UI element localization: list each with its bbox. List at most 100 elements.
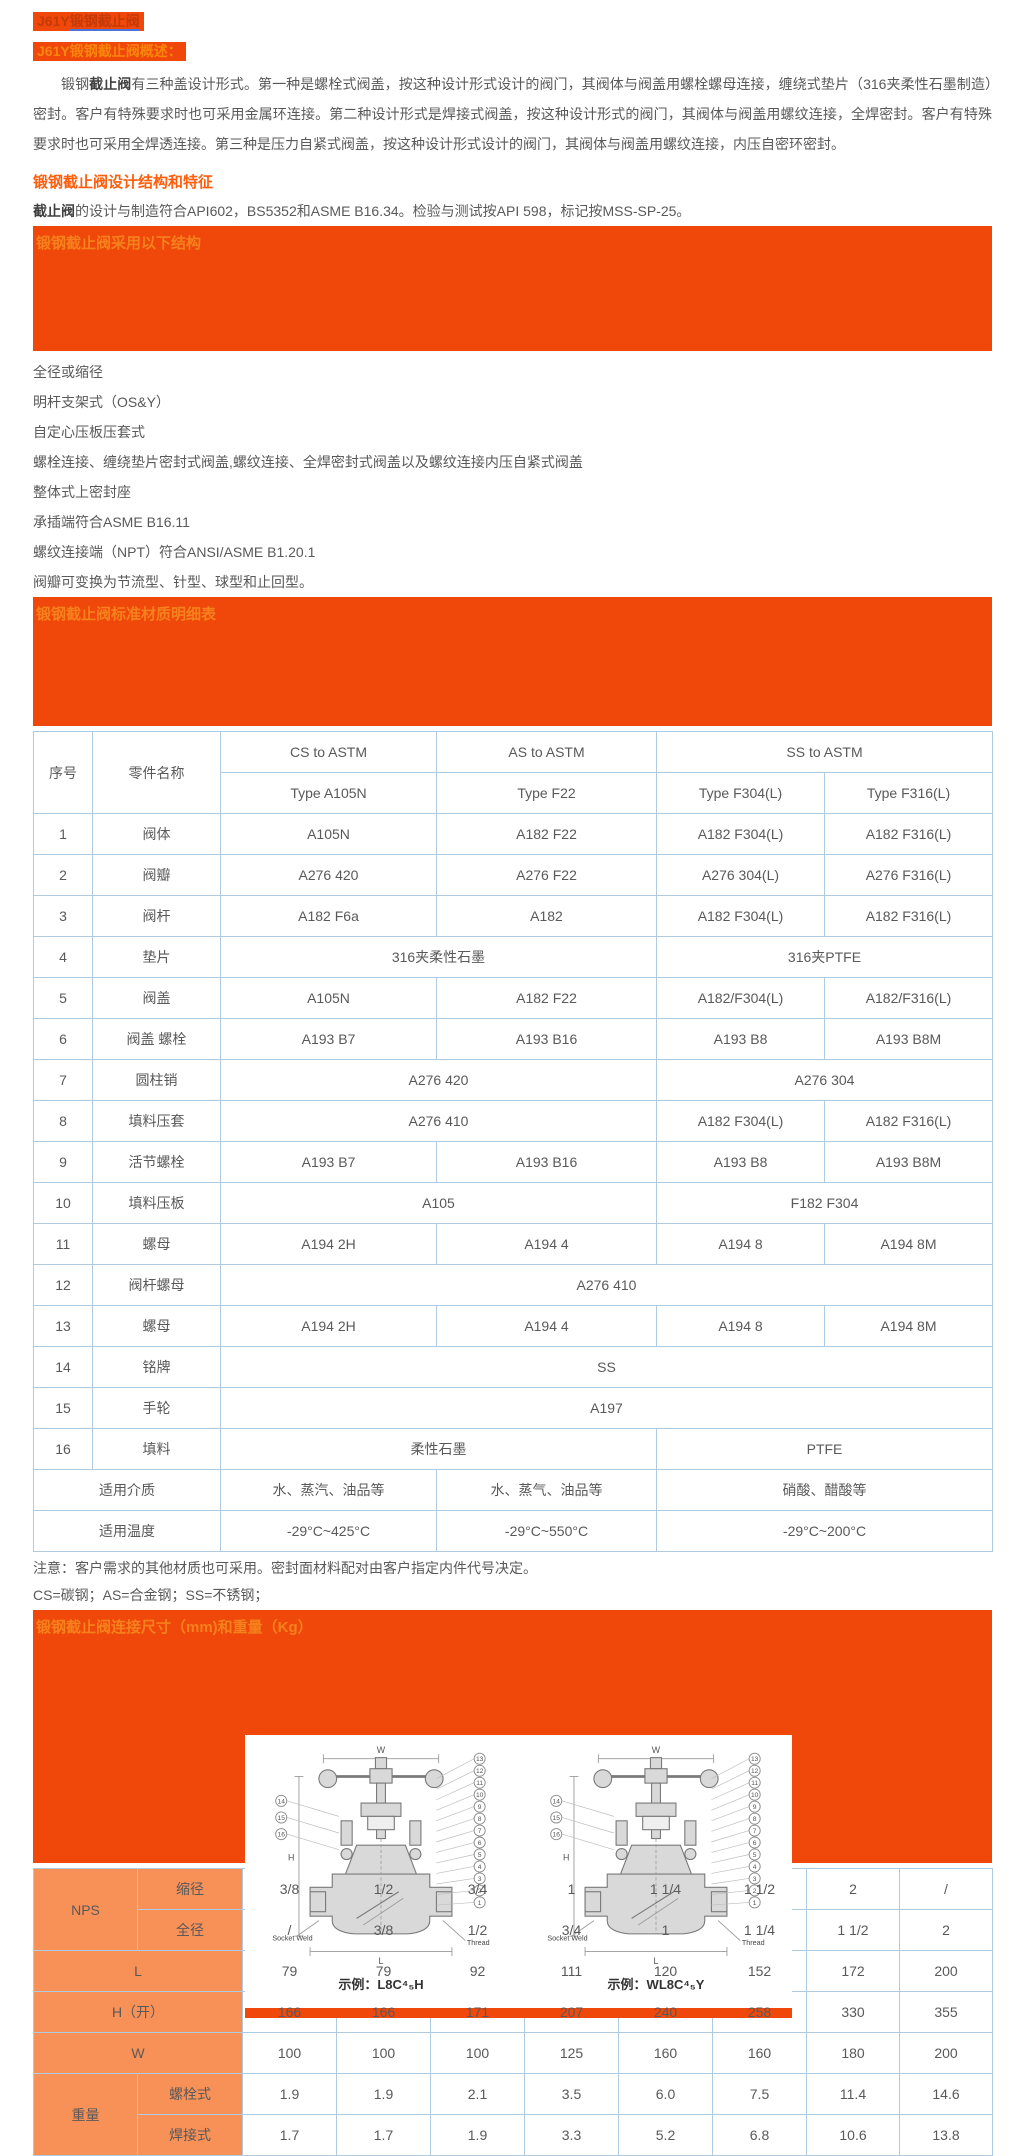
- table-cell: A182 F316(L): [824, 813, 993, 855]
- cell-text: 10.6: [839, 2127, 867, 2143]
- cell-text: A194 8M: [880, 1236, 937, 1252]
- callout-numbers-right: 13 12 11 10 9 8 7 6 5 4 3 2 1: [436, 1752, 486, 1909]
- table-row: 2 阀瓣 A276 420 A276 F22 A276 304(L) A276 F316(…: [33, 854, 993, 896]
- table-cell: A276 304(L): [656, 854, 825, 896]
- table-row: 8 填料压套 A276 410 A182 F304(L) A182 F316(L): [33, 1100, 993, 1142]
- cell-text: A105: [422, 1195, 455, 1211]
- cell-text: -29°C~425°C: [286, 1523, 371, 1539]
- banner-materials: 锻钢截止阀标准材质明细表: [33, 597, 992, 726]
- cell-text: 1.7: [279, 2127, 300, 2143]
- svg-text:6: 6: [753, 1840, 757, 1847]
- callout-numbers-left: 14 15 16: [275, 1794, 339, 1850]
- intro-lead: 锻钢: [61, 76, 90, 92]
- table-cell: A193 B8: [656, 1141, 825, 1183]
- table-cell: 100: [242, 2032, 337, 2074]
- table-cell: 填料: [92, 1428, 221, 1470]
- feature-item: 阀瓣可变换为节流型、针型、球型和止回型。: [33, 574, 313, 590]
- cell-text: 圆柱销: [135, 1072, 178, 1088]
- cell-text: A182 F22: [516, 990, 577, 1006]
- table-cell: A194 8M: [824, 1223, 993, 1265]
- table-cell: 硝酸、醋酸等: [656, 1469, 993, 1511]
- cell-text: H（开）: [111, 2004, 165, 2020]
- svg-text:12: 12: [476, 1768, 484, 1775]
- table-cell: F182 F304: [656, 1182, 993, 1224]
- materials-table: 序号 零件名称 CS to ASTM AS to ASTM SS to ASTM Type…: [33, 731, 993, 1552]
- row-header-cell: 重量: [33, 2073, 138, 2156]
- svg-text:9: 9: [753, 1804, 757, 1811]
- cell-text: 重量: [71, 2106, 100, 2123]
- row-header-cell: H（开）: [33, 1991, 243, 2033]
- table-cell: A182 F22: [436, 813, 657, 855]
- cell-text: 316夹PTFE: [787, 949, 862, 965]
- cell-text: 5.2: [655, 2127, 676, 2143]
- intro-paragraph: 锻钢截止阀有三种盖设计形式。第一种是螺栓式阀盖，按这种设计形式设计的阀门，其阀体…: [33, 69, 992, 159]
- table-row: 重量 螺栓式 1.9 1.9 2.1 3.5 6.0 7.5 11.4 14.6: [33, 2073, 993, 2156]
- table-cell: 6.0: [618, 2073, 713, 2115]
- cell-text: A276 F22: [516, 867, 577, 883]
- cell-text: A182/F304(L): [697, 990, 784, 1006]
- table-cell: A276 F316(L): [824, 854, 993, 896]
- intro-bold-term: 截止阀: [89, 76, 132, 92]
- table-cell: 160: [712, 2032, 807, 2074]
- cell-text: 1 1/2: [837, 1922, 869, 1938]
- cell-text: 171: [465, 2004, 490, 2020]
- cell-text: 填料压板: [128, 1195, 185, 1211]
- cell-text: 160: [747, 2045, 772, 2061]
- cell-text: A276 420: [298, 867, 359, 883]
- cell-text: A182: [530, 908, 563, 924]
- cell-text: 180: [841, 2045, 865, 2061]
- note-line-1: 注意：客户需求的其他材质也可采用。密封面材料配对由客户指定内件代号决定。: [33, 1560, 537, 1576]
- table-row: 15 手轮 A197: [33, 1387, 993, 1429]
- cell-text: 阀盖 螺栓: [126, 1031, 187, 1047]
- table-cell: 4: [33, 936, 93, 978]
- cell-text: 阀体: [142, 826, 171, 842]
- table-cell: 5.2: [618, 2114, 713, 2156]
- cell-text: PTFE: [806, 1441, 843, 1457]
- table-cell: 1.9: [430, 2114, 525, 2156]
- cell-text: 柔性石墨: [410, 1441, 467, 1457]
- cell-text: 适用介质: [99, 1482, 155, 1498]
- svg-text:10: 10: [476, 1792, 484, 1799]
- cell-text: A197: [590, 1400, 623, 1416]
- table-cell: 10: [33, 1182, 93, 1224]
- svg-text:16: 16: [278, 1832, 286, 1839]
- table-cell: 适用温度: [33, 1510, 221, 1552]
- svg-text:11: 11: [751, 1780, 758, 1787]
- cell-text: A182 F304(L): [697, 908, 784, 924]
- cell-text: 316夹柔性石墨: [391, 949, 486, 965]
- table-cell: 6: [33, 1018, 93, 1060]
- cell-text: 100: [465, 2045, 490, 2061]
- table-cell: A193 B7: [220, 1018, 437, 1060]
- cell-text: 1.9: [373, 2086, 394, 2102]
- cell-text: 2.1: [467, 2086, 488, 2102]
- table-cell: 填料压套: [92, 1100, 221, 1142]
- cell-text: 125: [559, 2045, 584, 2061]
- spec-bold-term: 截止阀: [33, 203, 75, 219]
- table-cell: -29°C~550°C: [436, 1510, 657, 1552]
- cell-text: A193 B16: [515, 1154, 578, 1170]
- page-title-link[interactable]: 锻钢截止阀: [69, 13, 140, 31]
- cell-text: A182 F22: [516, 826, 577, 842]
- feature-item: 承插端符合ASME B16.11: [33, 514, 190, 530]
- cell-text: A194 2H: [301, 1318, 356, 1334]
- table-cell: 100: [336, 2032, 431, 2074]
- table-cell: 8: [33, 1100, 93, 1142]
- svg-text:16: 16: [553, 1832, 561, 1839]
- table-cell: Type A105N: [220, 772, 437, 814]
- table-row: 6 阀盖 螺栓 A193 B7 A193 B16 A193 B8 A193 B8M: [33, 1018, 993, 1060]
- cell-text: 166: [371, 2004, 396, 2020]
- table-row: 14 铭牌 SS: [33, 1346, 993, 1388]
- cell-text: 1.9: [279, 2086, 300, 2102]
- table-cell: 2: [899, 1909, 993, 1951]
- cell-text: 8: [59, 1113, 67, 1129]
- table-cell: 5: [33, 977, 93, 1019]
- cell-text: 7.5: [749, 2086, 770, 2102]
- cell-text: 全径: [176, 1922, 204, 1938]
- cell-text: A193 B8: [713, 1154, 768, 1170]
- table-row: 1 阀体 A105N A182 F22 A182 F304(L) A182 F316(L): [33, 813, 993, 855]
- cell-text: 1/2: [373, 1881, 394, 1897]
- table-cell: A182 F22: [436, 977, 657, 1019]
- table-row: 16 填料 柔性石墨 PTFE: [33, 1428, 993, 1470]
- table-cell: 2.1: [430, 2073, 525, 2115]
- table-row: 13 螺母 A194 2H A194 4 A194 8 A194 8M: [33, 1305, 993, 1347]
